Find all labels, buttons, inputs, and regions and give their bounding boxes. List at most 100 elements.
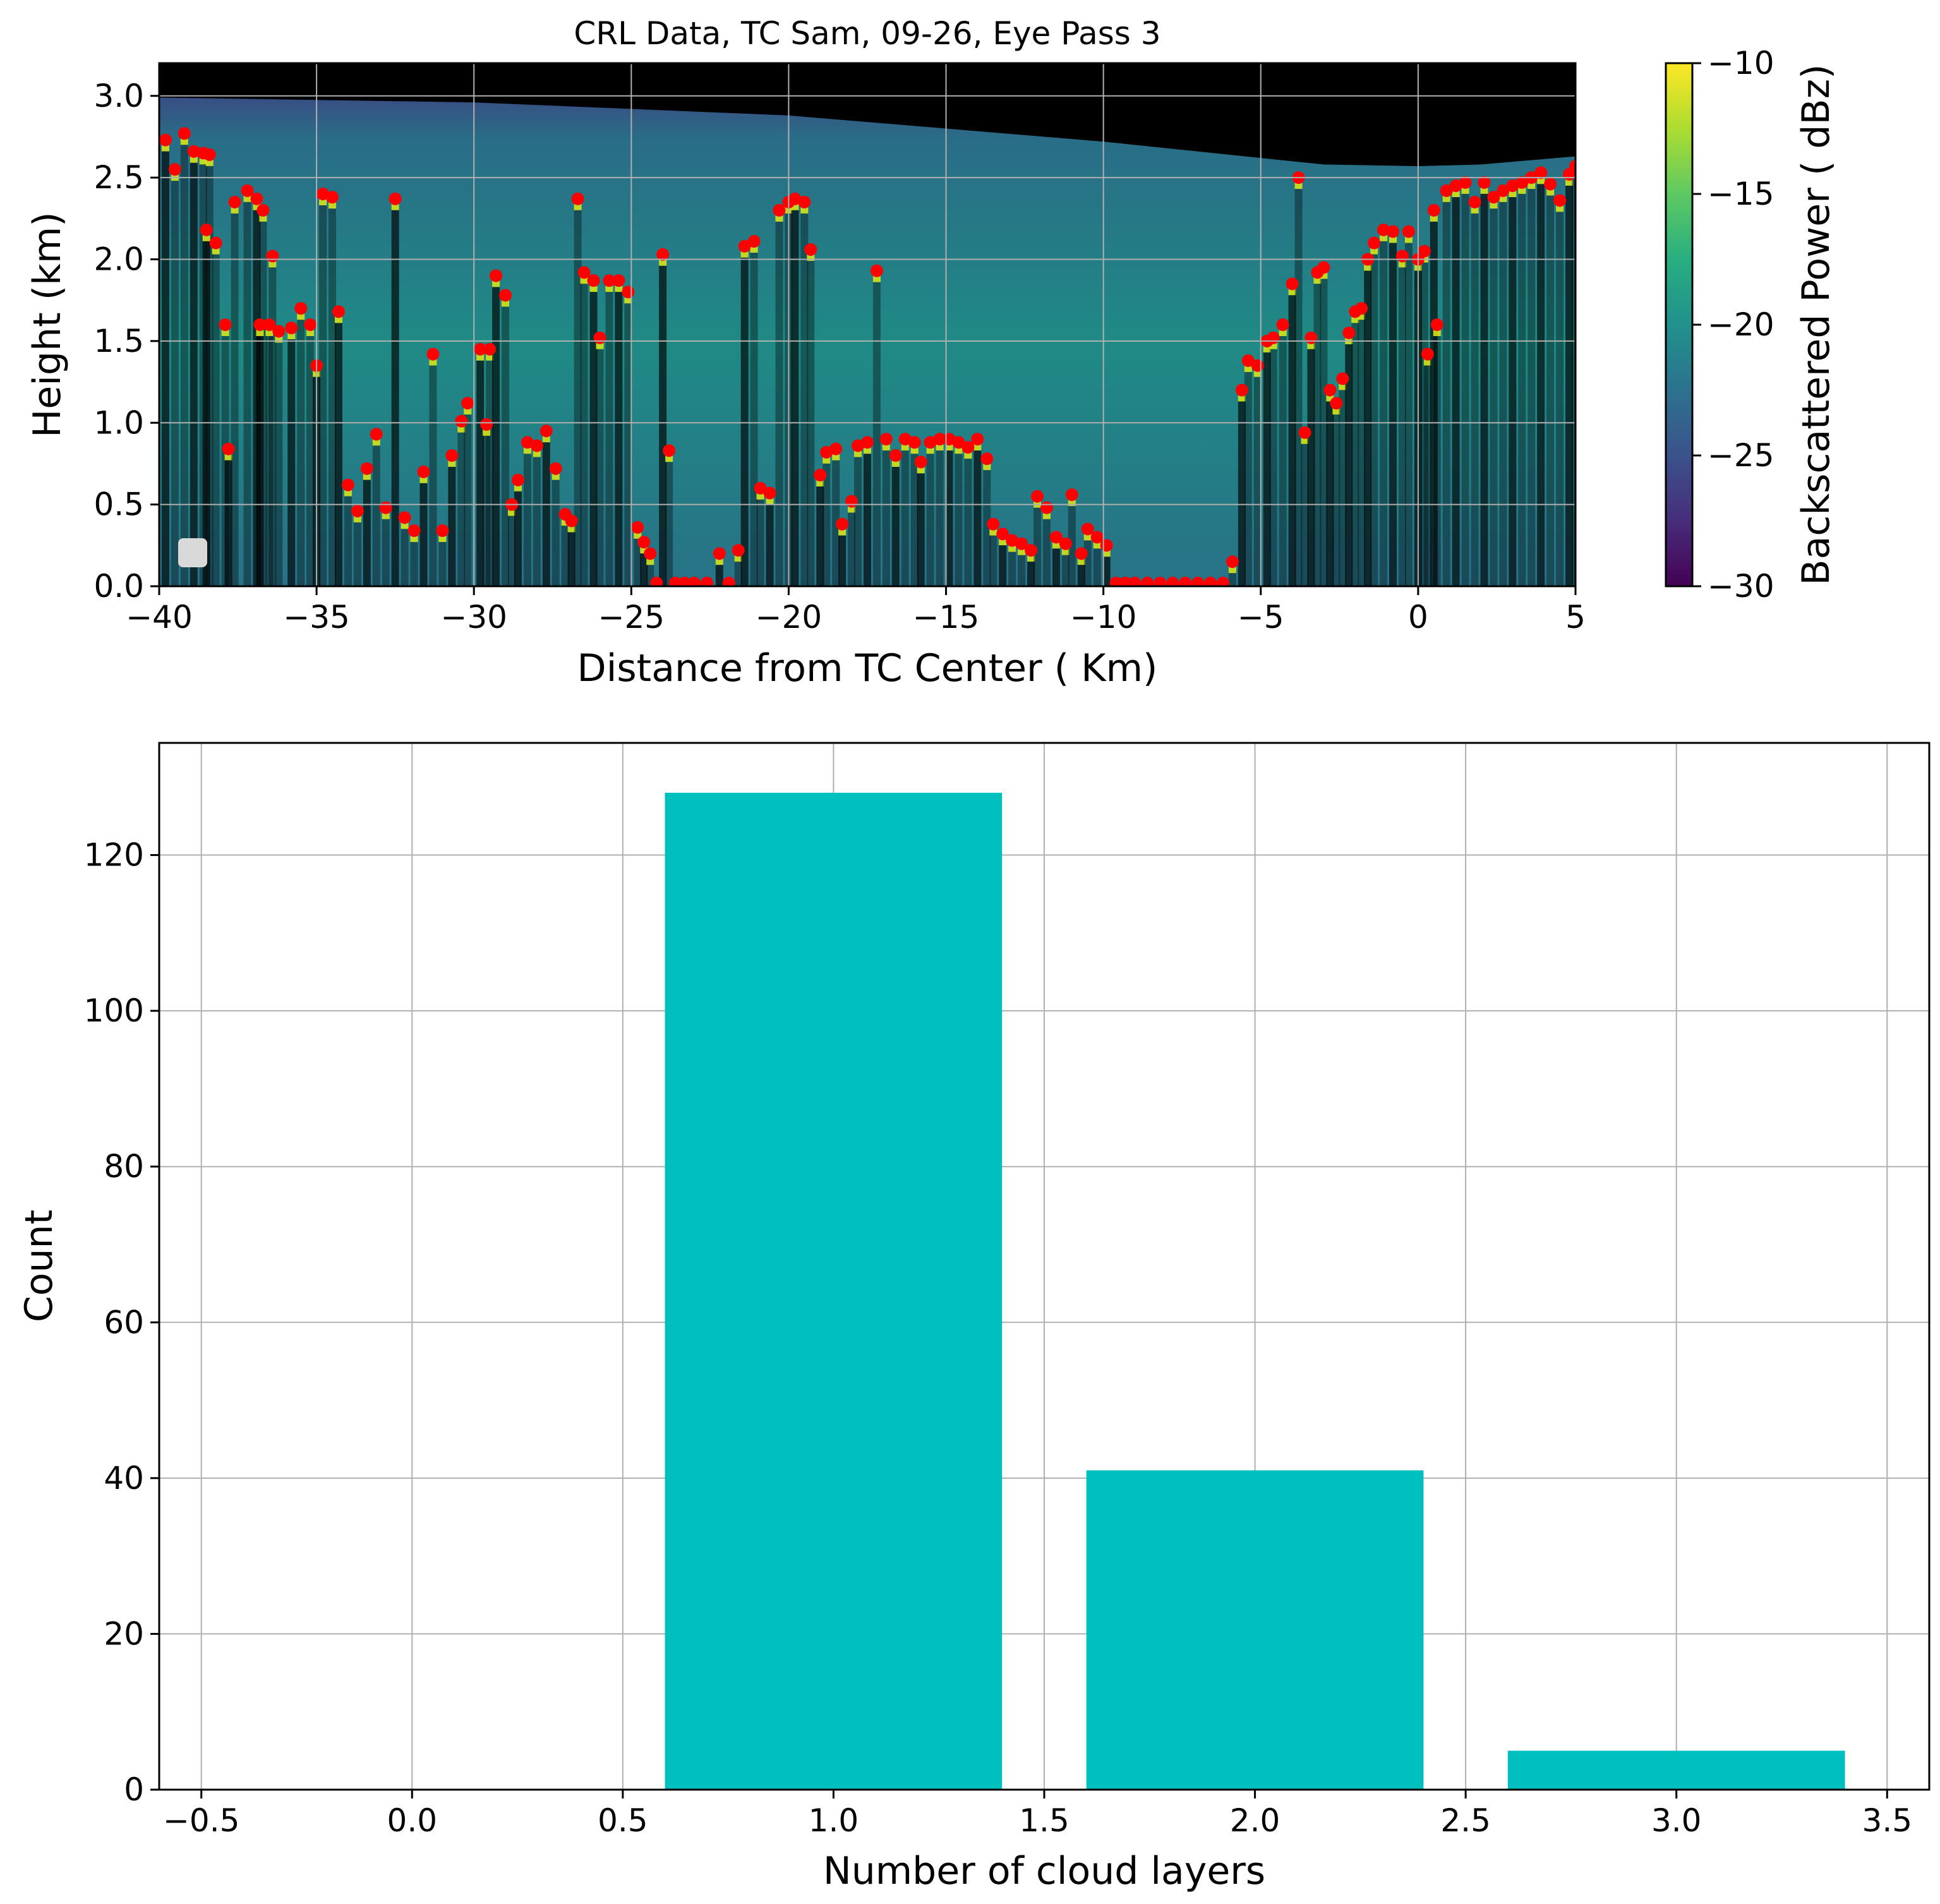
heatmap-shadow — [448, 467, 456, 586]
layer-point — [351, 504, 364, 517]
heatmap-frame — [158, 62, 1577, 587]
heatmap-shadow — [1279, 336, 1287, 586]
colorbar-tick-label: −25 — [1708, 437, 1774, 474]
heatmap-shadow — [624, 303, 632, 586]
heatmap-shadow — [872, 282, 881, 586]
layer-point — [577, 266, 591, 279]
heatmap-shadow — [822, 463, 831, 586]
bar — [665, 792, 1003, 1790]
heatmap-shadow — [344, 496, 352, 586]
heatmap-shadow — [1102, 557, 1111, 586]
layer-point — [1395, 250, 1409, 263]
heatmap-y-label: Height (km) — [25, 212, 69, 437]
heatmap-shadow — [634, 538, 642, 586]
layer-point — [763, 486, 776, 500]
heatmap-panel: CRL Data, TC Sam, 09-26, Eye Pass 3 −40−… — [25, 15, 1838, 690]
heatmap-shadow — [508, 515, 516, 586]
heatmap-shadow — [1572, 178, 1575, 586]
heatmap-shadow — [561, 526, 569, 586]
heatmap-x-ticks: −40 −35 −30 −25 −20 −15 −10 −5 0 5 — [126, 586, 1586, 636]
heatmap-shadow — [1326, 401, 1334, 586]
x-tick-label: 5 — [1565, 599, 1586, 636]
heatmap-shadow — [580, 284, 588, 586]
heatmap-shadow — [391, 210, 399, 586]
heatmap-shadow — [1345, 344, 1353, 586]
heatmap-shadow — [243, 202, 251, 586]
layer-point — [1368, 236, 1381, 250]
heatmap-shadow — [589, 292, 598, 586]
layer-point — [200, 223, 213, 236]
layer-point — [187, 145, 200, 158]
heatmap-shadow — [999, 545, 1007, 586]
heatmap-shadow — [955, 454, 963, 586]
layer-point — [1553, 194, 1567, 207]
heatmap-shadow — [523, 454, 531, 586]
layer-point — [1544, 178, 1557, 191]
heatmap-shadow — [297, 320, 305, 586]
layer-point — [455, 414, 468, 428]
layer-point — [622, 286, 635, 299]
layer-point — [587, 274, 600, 287]
heatmap-shadow — [180, 145, 188, 586]
colorbar-tick-label: −15 — [1708, 176, 1774, 212]
heatmap-shadow — [1052, 548, 1060, 586]
layer-point — [836, 517, 849, 531]
layer-point — [407, 524, 421, 538]
heatmap-shadow — [1404, 243, 1413, 586]
heatmap-shadow — [328, 208, 337, 586]
layer-point — [952, 436, 965, 449]
heatmap-shadow — [1490, 208, 1498, 586]
layer-point — [1204, 576, 1217, 586]
heatmap-shadow — [382, 519, 390, 586]
y-tick-label: 0.5 — [93, 486, 144, 523]
layer-point — [398, 511, 411, 524]
heatmap-shadow — [1546, 195, 1555, 586]
layer-point — [738, 239, 751, 253]
heatmap-shadow — [989, 535, 997, 586]
colorbar — [1665, 62, 1694, 587]
y-tick-label: 0 — [124, 1771, 144, 1808]
layer-point — [1128, 576, 1142, 586]
heatmap-shadow — [551, 479, 560, 586]
layer-point — [1059, 537, 1072, 550]
x-tick-label: 2.5 — [1440, 1802, 1491, 1839]
layer-point — [426, 347, 440, 361]
heatmap-shadow — [1339, 390, 1347, 586]
heatmap-shadow — [1471, 213, 1479, 586]
heatmap-shadow — [190, 162, 198, 586]
y-tick-label: 1.5 — [93, 323, 144, 359]
layer-point — [798, 195, 811, 208]
layer-point — [511, 473, 524, 486]
heatmap-shadow — [1537, 184, 1545, 586]
heatmap-shadow — [224, 460, 232, 586]
layer-point — [480, 418, 493, 431]
heatmap-shadow — [334, 323, 342, 586]
layer-point — [1166, 576, 1179, 586]
layer-point — [687, 576, 701, 586]
layer-point — [241, 184, 254, 197]
heatmap-shadow — [363, 479, 371, 586]
y-tick-label: 1.0 — [93, 404, 144, 441]
layer-point — [417, 465, 430, 478]
heatmap-shadow — [574, 210, 582, 586]
layer-point — [861, 436, 874, 449]
layer-point — [1430, 318, 1443, 331]
heatmap-shadow — [807, 260, 815, 586]
layer-point — [879, 433, 893, 446]
layer-point — [713, 547, 726, 560]
layer-point — [1342, 326, 1356, 339]
layer-point — [263, 318, 276, 331]
y-tick-label: 2.5 — [93, 159, 144, 196]
heatmap-shadow — [231, 213, 239, 586]
layer-point — [360, 462, 373, 475]
layer-point — [1025, 544, 1038, 557]
heatmap-shadow — [1313, 284, 1322, 586]
heatmap-shadow — [1083, 540, 1092, 586]
layer-point — [1081, 522, 1094, 536]
layer-point — [754, 481, 767, 495]
x-tick-label: −5 — [1238, 599, 1284, 636]
layer-point — [445, 449, 459, 462]
heatmap-shadow — [492, 287, 500, 586]
y-tick-label: 0.0 — [93, 568, 144, 605]
y-tick-label: 3.0 — [93, 78, 144, 114]
